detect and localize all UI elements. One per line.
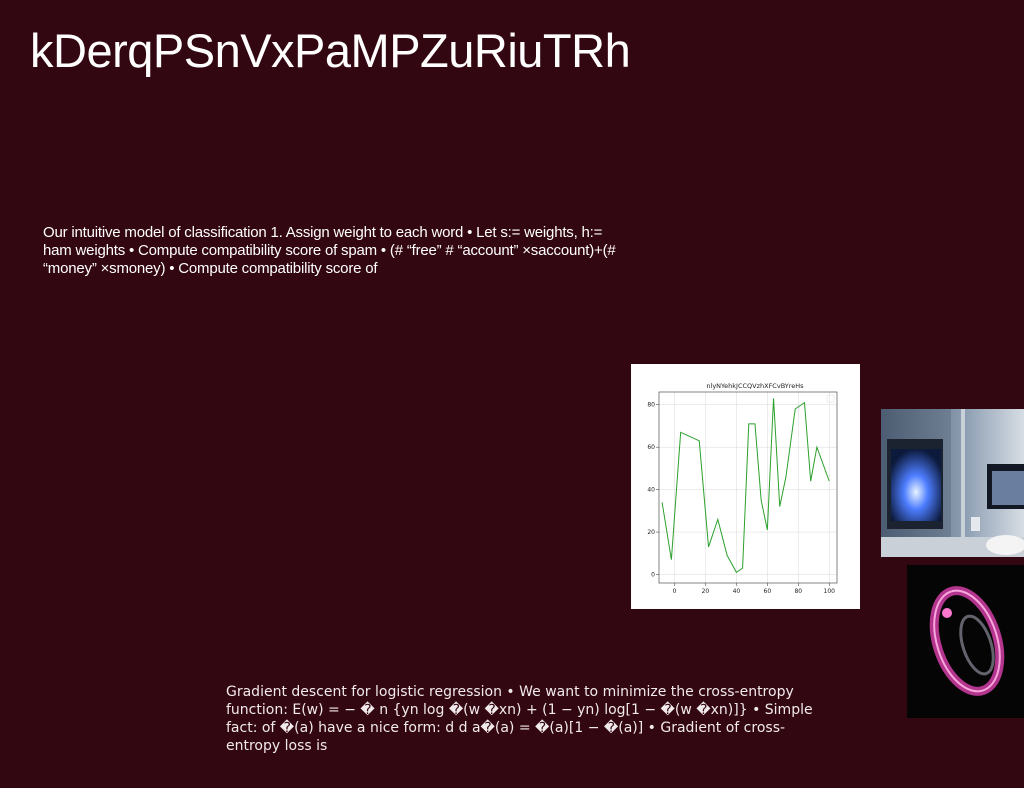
legend-box xyxy=(826,394,835,403)
body-text-block: Our intuitive model of classification 1.… xyxy=(43,224,616,277)
fireplace-photo xyxy=(881,409,1024,557)
chart-title: nlyNYehkJCCQVzhXFCvBYreHs xyxy=(706,382,804,390)
y-tick-label: 0 xyxy=(651,572,655,579)
y-tick-label: 20 xyxy=(647,529,655,536)
ring-photo xyxy=(907,565,1024,718)
chart-ticks: 0 20 40 60 80 100 0 20 40 60 80 xyxy=(647,402,835,595)
x-tick-label: 20 xyxy=(702,588,710,595)
y-tick-label: 80 xyxy=(647,402,655,409)
slide-title: kDerqPSnVxPaMPZuRiuTRh xyxy=(30,24,631,77)
line-chart: nlyNYehkJCCQVzhXFCvBYreHs 0 20 40 60 80 100 0 2… xyxy=(631,364,860,609)
x-tick-label: 0 xyxy=(673,588,677,595)
plot-frame xyxy=(658,391,838,584)
chart-series xyxy=(661,398,830,574)
body-text-block-2: Gradient descent for logistic regression… xyxy=(226,684,813,754)
x-tick-label: 60 xyxy=(764,588,772,595)
x-tick-label: 80 xyxy=(794,588,802,595)
x-tick-label: 40 xyxy=(733,588,741,595)
x-tick-label: 100 xyxy=(824,588,836,595)
line-chart-svg: nlyNYehkJCCQVzhXFCvBYreHs 0 20 40 60 80 100 0 2… xyxy=(647,382,838,595)
series-line xyxy=(661,398,830,574)
y-tick-label: 40 xyxy=(647,487,655,494)
chart-grid xyxy=(659,392,837,583)
y-tick-label: 60 xyxy=(647,444,655,451)
